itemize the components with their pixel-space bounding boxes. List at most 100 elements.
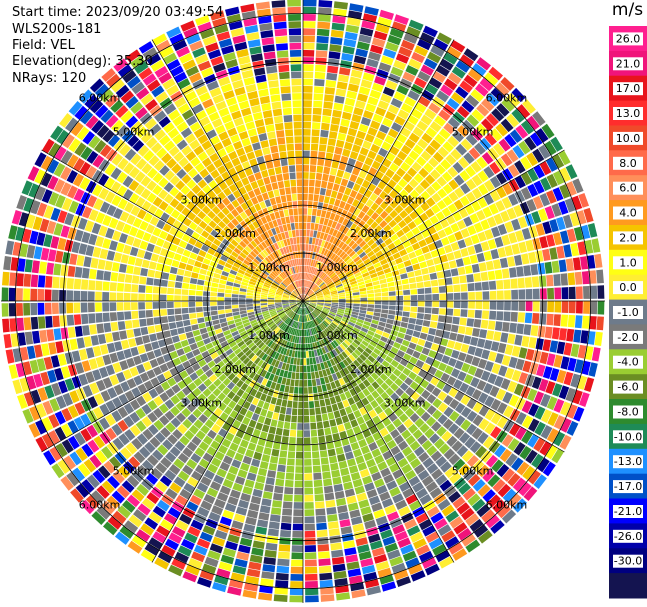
velocity-gate bbox=[119, 211, 130, 222]
velocity-gate bbox=[277, 287, 285, 292]
velocity-gate bbox=[359, 265, 367, 272]
velocity-gate bbox=[328, 334, 335, 341]
velocity-gate bbox=[103, 322, 112, 333]
velocity-gate bbox=[160, 519, 174, 531]
velocity-gate bbox=[228, 150, 238, 161]
velocity-gate bbox=[206, 270, 214, 277]
velocity-gate bbox=[384, 251, 392, 258]
velocity-gate bbox=[422, 320, 431, 327]
velocity-gate bbox=[276, 43, 288, 51]
velocity-gate bbox=[128, 338, 137, 348]
velocity-gate bbox=[324, 87, 336, 95]
velocity-gate bbox=[256, 281, 264, 286]
velocity-gate bbox=[121, 129, 134, 143]
velocity-gate bbox=[195, 296, 203, 301]
velocity-gate bbox=[279, 273, 285, 280]
velocity-gate bbox=[310, 298, 317, 301]
velocity-gate bbox=[317, 325, 323, 332]
velocity-gate bbox=[525, 239, 535, 252]
velocity-gate bbox=[480, 450, 493, 463]
velocity-gate bbox=[307, 314, 311, 321]
velocity-gate bbox=[80, 428, 92, 442]
velocity-gate bbox=[37, 289, 45, 301]
velocity-gate bbox=[254, 533, 266, 542]
velocity-gate bbox=[206, 487, 219, 498]
velocity-gate bbox=[94, 83, 109, 98]
velocity-gate bbox=[459, 54, 475, 68]
velocity-gate bbox=[425, 416, 437, 427]
velocity-gate bbox=[405, 328, 414, 336]
velocity-gate bbox=[293, 208, 298, 216]
velocity-gate bbox=[403, 295, 411, 301]
velocity-gate bbox=[303, 415, 310, 423]
velocity-gate bbox=[213, 251, 222, 259]
velocity-gate bbox=[516, 461, 530, 476]
velocity-gate bbox=[129, 399, 141, 411]
velocity-gate bbox=[402, 71, 416, 83]
velocity-gate bbox=[162, 240, 172, 250]
velocity-gate bbox=[338, 306, 345, 310]
velocity-gate bbox=[561, 287, 569, 300]
velocity-gate bbox=[326, 352, 333, 360]
velocity-gate bbox=[330, 190, 338, 199]
velocity-gate bbox=[332, 433, 341, 441]
velocity-gate bbox=[236, 551, 250, 561]
velocity-gate bbox=[205, 342, 214, 350]
velocity-gate bbox=[348, 10, 363, 20]
velocity-gate bbox=[409, 356, 418, 365]
velocity-gate bbox=[349, 388, 357, 397]
velocity-gate bbox=[285, 407, 292, 415]
velocity-gate bbox=[152, 33, 168, 46]
velocity-gate bbox=[280, 255, 286, 263]
velocity-gate bbox=[260, 261, 268, 268]
velocity-gate bbox=[539, 236, 549, 249]
velocity-gate bbox=[273, 14, 287, 23]
velocity-gate bbox=[385, 168, 395, 179]
velocity-gate bbox=[514, 254, 523, 266]
velocity-gate bbox=[415, 512, 429, 524]
velocity-gate bbox=[492, 259, 502, 270]
velocity-gate bbox=[461, 533, 476, 547]
velocity-gate bbox=[150, 377, 160, 387]
velocity-gate bbox=[384, 378, 394, 387]
velocity-gate bbox=[268, 521, 280, 530]
velocity-gate bbox=[257, 468, 268, 477]
velocity-gate bbox=[355, 321, 363, 327]
velocity-gate bbox=[401, 339, 410, 347]
velocity-gate bbox=[88, 358, 98, 370]
velocity-gate bbox=[356, 346, 364, 354]
velocity-gate bbox=[145, 293, 153, 301]
velocity-gate bbox=[262, 249, 269, 257]
velocity-gate bbox=[345, 406, 353, 415]
velocity-gate bbox=[147, 269, 156, 278]
velocity-gate bbox=[185, 190, 196, 200]
velocity-gate bbox=[434, 133, 446, 145]
velocity-gate bbox=[332, 320, 339, 326]
velocity-gate bbox=[401, 463, 413, 475]
velocity-gate bbox=[24, 331, 34, 345]
velocity-gate bbox=[308, 304, 315, 309]
velocity-gate bbox=[322, 173, 329, 182]
velocity-gate bbox=[420, 114, 433, 126]
velocity-gate bbox=[343, 255, 351, 263]
velocity-gate bbox=[414, 375, 424, 385]
velocity-gate bbox=[317, 301, 324, 303]
velocity-gate bbox=[539, 193, 551, 207]
velocity-gate bbox=[471, 356, 481, 367]
velocity-gate bbox=[312, 285, 318, 291]
velocity-gate bbox=[583, 207, 594, 223]
velocity-gate bbox=[350, 379, 358, 388]
velocity-gate bbox=[242, 589, 257, 599]
velocity-gate bbox=[75, 447, 88, 462]
velocity-gate bbox=[431, 314, 439, 322]
velocity-gate bbox=[291, 305, 298, 310]
velocity-gate bbox=[473, 319, 482, 328]
velocity-gate bbox=[210, 169, 220, 179]
velocity-gate bbox=[8, 225, 18, 240]
velocity-gate bbox=[282, 107, 292, 116]
velocity-gate bbox=[19, 377, 30, 392]
velocity-gate bbox=[355, 455, 365, 465]
velocity-gate bbox=[137, 144, 150, 157]
velocity-gate bbox=[348, 240, 356, 248]
velocity-gate bbox=[338, 301, 346, 303]
